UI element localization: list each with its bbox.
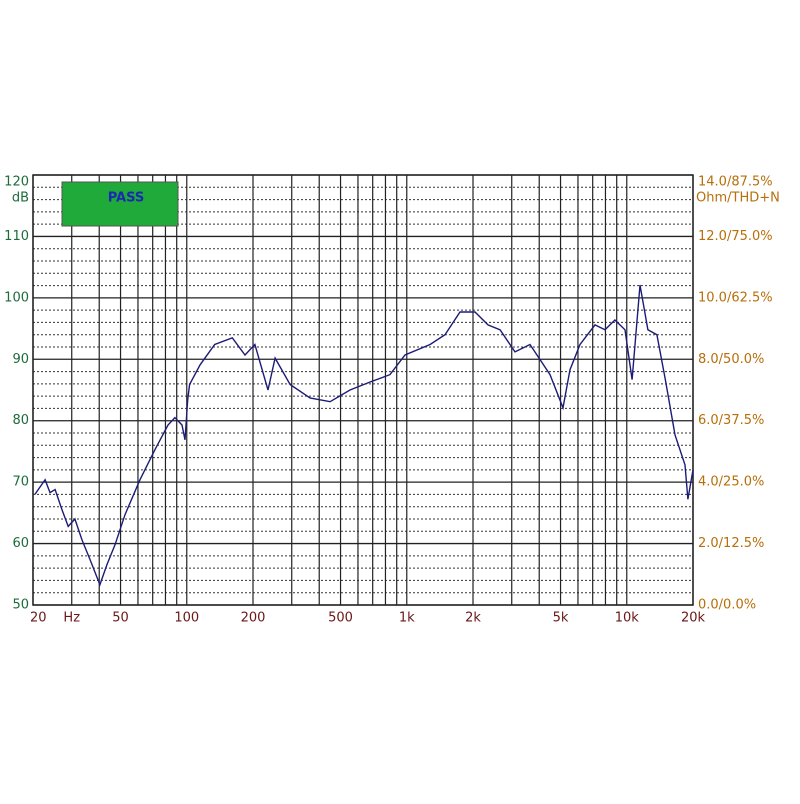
x-tick-label: 100 (174, 611, 199, 626)
x-tick-label: 2k (465, 611, 481, 626)
frame (32, 174, 694, 606)
y2-tick-label: 0.0/0.0% (698, 598, 756, 613)
x-tick-label: 20k (681, 611, 706, 626)
y2-tick-label: 10.0/62.5% (698, 290, 773, 305)
y2-tick-label: 4.0/25.0% (698, 475, 764, 490)
y-axis-label: dB (12, 191, 29, 206)
pass-label: PASS (108, 191, 145, 206)
y-tick-label: 120 (4, 175, 29, 190)
x-tick-label: 20 (30, 611, 47, 626)
y2-axis-label: Ohm/THD+N (696, 191, 780, 206)
y2-tick-label: 12.0/75.0% (698, 229, 773, 244)
x-tick-label: Hz (63, 611, 80, 626)
x-tick-label: 50 (112, 611, 129, 626)
y2-tick-label: 8.0/50.0% (698, 352, 764, 367)
y-tick-label: 70 (12, 475, 29, 490)
x-tick-label: 5k (553, 611, 569, 626)
y-tick-label: 60 (12, 536, 29, 551)
y-tick-label: 90 (12, 352, 29, 367)
x-tick-label: 1k (399, 611, 415, 626)
x-tick-label: 10k (615, 611, 640, 626)
y2-tick-label: 2.0/12.5% (698, 536, 764, 551)
y-tick-label: 80 (12, 413, 29, 428)
pass-box (61, 181, 179, 227)
y-tick-label: 50 (12, 598, 29, 613)
x-tick-label: 200 (241, 611, 266, 626)
y2-tick-label: 14.0/87.5% (698, 175, 773, 190)
y-tick-label: 110 (4, 229, 29, 244)
y2-tick-label: 6.0/37.5% (698, 413, 764, 428)
response-curve (34, 284, 694, 587)
x-tick-label: 500 (328, 611, 353, 626)
y-tick-label: 100 (4, 290, 29, 305)
